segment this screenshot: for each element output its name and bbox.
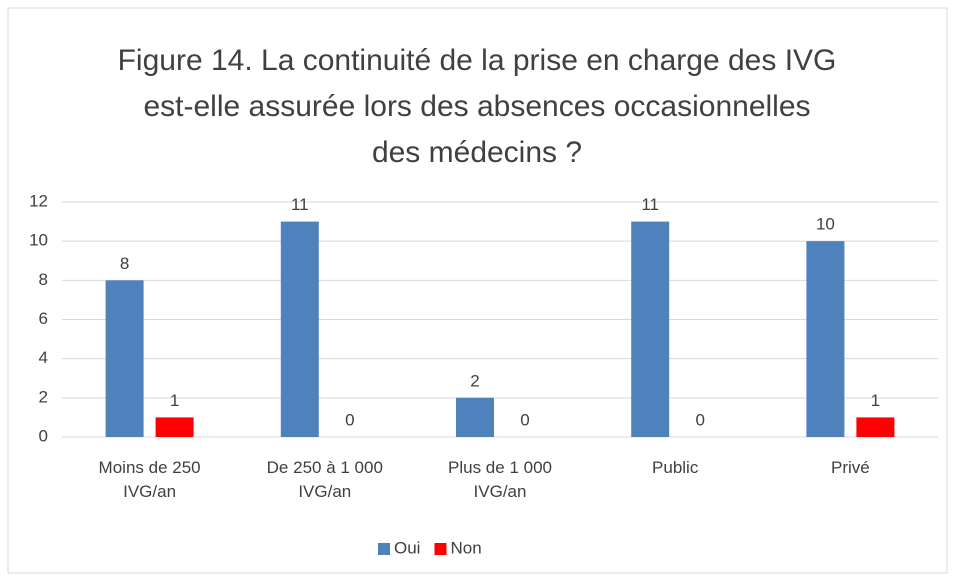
data-label: 8 — [120, 254, 129, 273]
bar — [280, 221, 319, 437]
x-tick-label: Privé — [831, 458, 870, 477]
x-tick-label: Public — [652, 458, 699, 477]
data-label: 0 — [695, 410, 704, 429]
x-tick-label: De 250 à 1 000 IVG/an — [266, 458, 383, 501]
legend-label: Oui — [394, 538, 420, 557]
y-tick-label: 10 — [29, 231, 48, 250]
y-tick-label: 0 — [39, 426, 48, 445]
data-label: 2 — [470, 371, 479, 390]
x-tick-label: Moins de 250 IVG/an — [98, 458, 201, 501]
bar — [806, 241, 845, 437]
data-label: 10 — [816, 215, 835, 234]
chart-border — [7, 7, 948, 574]
data-label: 0 — [520, 410, 529, 429]
bar — [105, 280, 144, 437]
data-label: 11 — [291, 195, 309, 214]
chart-title: Figure 14. La continuité de la prise en … — [117, 44, 837, 169]
bar — [155, 417, 194, 437]
bar — [856, 417, 895, 437]
y-tick-label: 2 — [39, 387, 48, 406]
legend-swatch — [378, 543, 390, 555]
legend-label: Non — [450, 538, 481, 557]
x-tick-label: Plus de 1 000 IVG/an — [448, 458, 552, 501]
y-tick-label: 8 — [39, 270, 48, 289]
legend-swatch — [434, 543, 447, 555]
y-tick-label: 12 — [29, 191, 48, 210]
data-label: 1 — [170, 391, 179, 410]
y-tick-label: 4 — [39, 348, 48, 367]
data-label: 0 — [345, 410, 354, 429]
bar — [631, 221, 670, 437]
data-label: 11 — [641, 195, 659, 214]
bar — [456, 397, 494, 437]
data-label: 1 — [871, 391, 880, 410]
y-tick-label: 6 — [39, 309, 48, 328]
